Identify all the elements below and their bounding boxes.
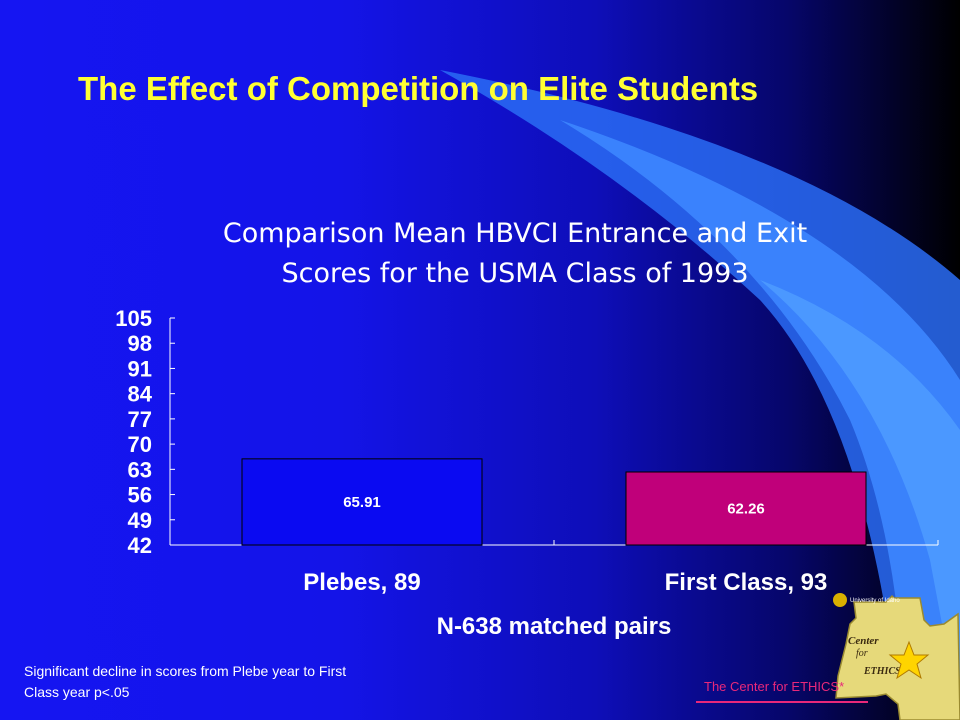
star-icon [888, 640, 930, 680]
bar-value-label-1: 65.91 [343, 494, 381, 511]
y-tick-label: 42 [128, 533, 152, 558]
x-category-label-2: First Class, 93 [665, 569, 828, 596]
logo-center-text: Center [848, 635, 879, 647]
logo-for-text: for [856, 648, 868, 659]
footnote-line-2: Class year p<.05 [24, 684, 130, 700]
y-tick-label: 49 [128, 508, 152, 533]
y-tick-label: 77 [128, 407, 152, 432]
y-tick-label: 70 [128, 432, 152, 457]
bar-2 [625, 471, 867, 546]
slide-title: The Effect of Competition on Elite Stude… [78, 70, 759, 107]
chart-title-line-1: Comparison Mean HBVCI Entrance and Exit [222, 218, 808, 249]
y-tick-label: 91 [128, 356, 152, 381]
y-tick-label: 105 [115, 306, 152, 331]
y-tick-label: 98 [128, 331, 152, 356]
footnote: Significant decline in scores from Plebe… [24, 661, 444, 703]
logo-university-text: University of Idaho [850, 598, 900, 604]
y-tick-label: 63 [128, 457, 152, 482]
bar-value-label-2: 62.26 [727, 500, 765, 517]
x-axis-title: N-638 matched pairs [437, 613, 672, 640]
chart-title: Comparison Mean HBVCI Entrance and Exit … [150, 214, 880, 294]
footnote-line-1: Significant decline in scores from Plebe… [24, 663, 347, 679]
credit-text: The Center for ETHICS* [704, 679, 845, 694]
credit-underline [696, 701, 868, 703]
y-tick-label: 56 [128, 483, 152, 508]
x-category-label-1: Plebes, 89 [303, 569, 420, 596]
y-tick-label: 84 [128, 382, 153, 407]
center-for-ethics-logo: University of Idaho Center for ETHICS* [833, 593, 960, 720]
chart-title-line-2: Scores for the USMA Class of 1993 [281, 258, 749, 289]
logo-ethics-text: ETHICS* [863, 666, 907, 677]
bar-1 [241, 458, 483, 546]
